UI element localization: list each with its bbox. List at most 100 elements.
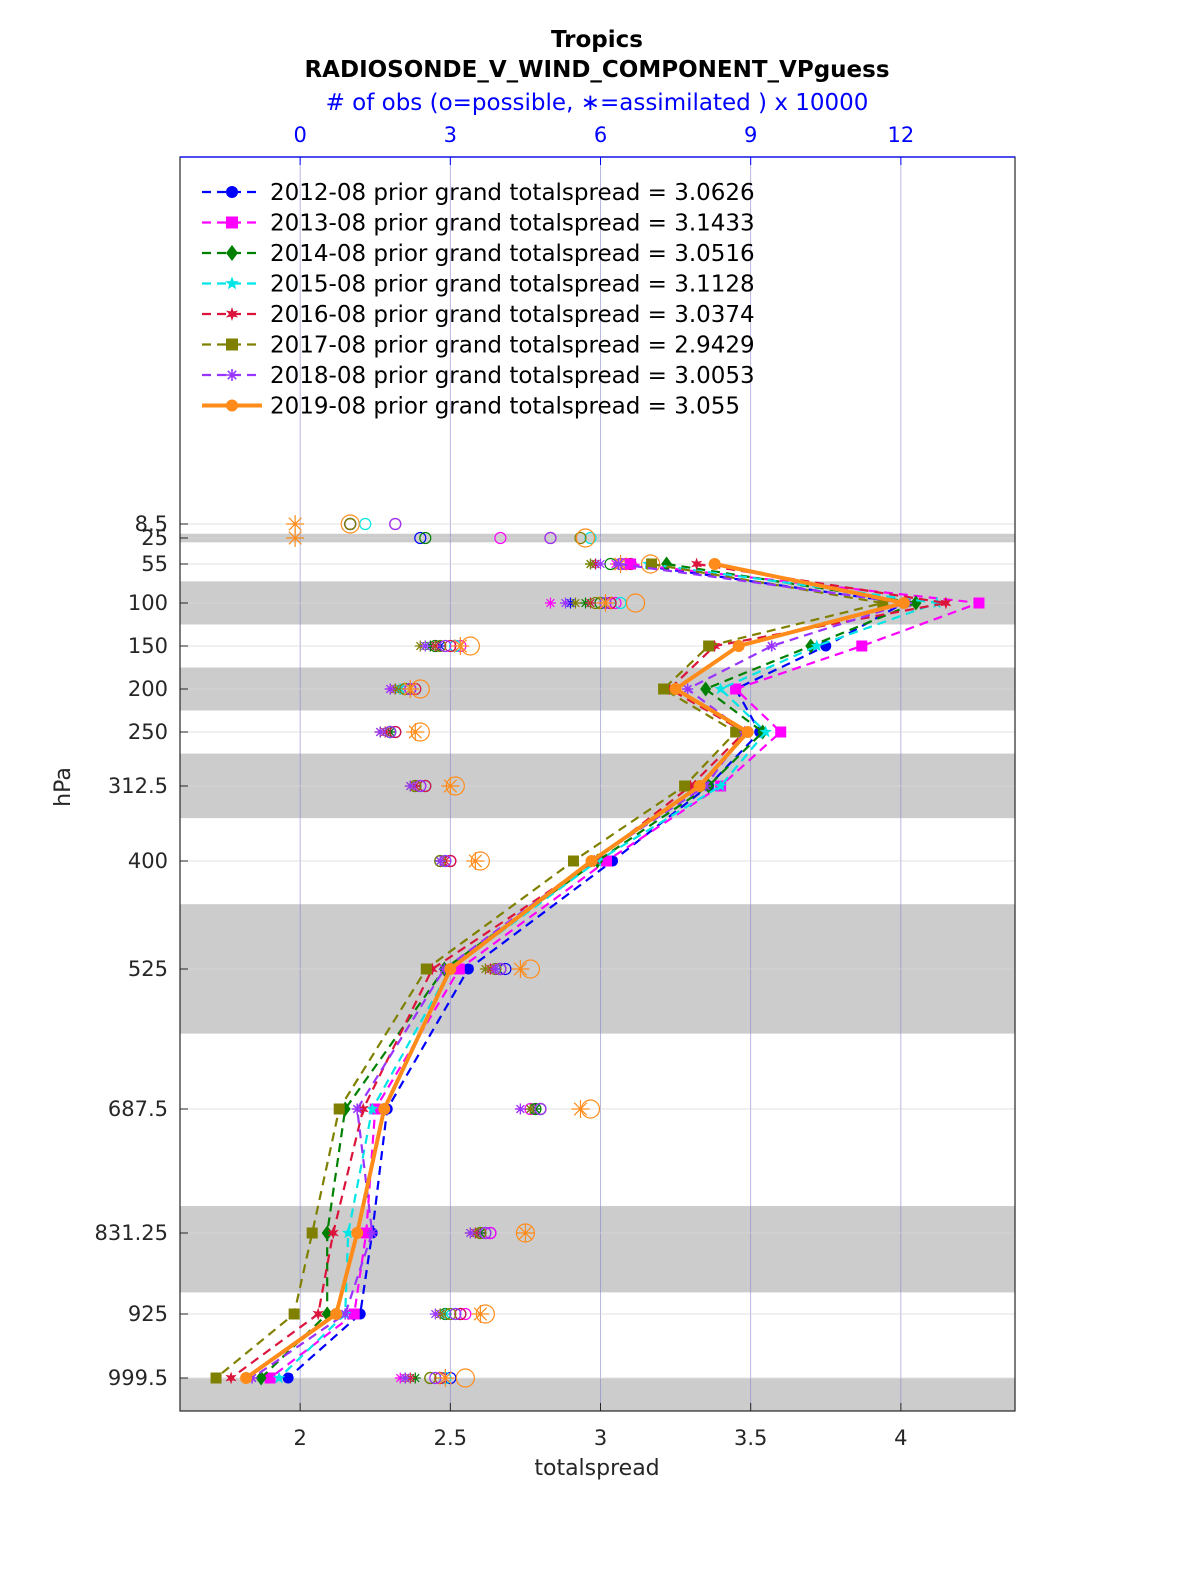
legend-label: 2019-08 prior grand totalspread = 3.055: [270, 394, 740, 420]
legend-label: 2016-08 prior grand totalspread = 3.0374: [270, 302, 755, 328]
series-line: [269, 562, 980, 1379]
obs-assimilated-marker: [286, 529, 305, 547]
data-point: [766, 640, 778, 652]
obs-possible-marker: [340, 514, 360, 534]
data-point: [703, 640, 715, 652]
data-point: [360, 1227, 372, 1239]
y-tick-label: 8.5: [135, 512, 168, 536]
obs-possible-marker: [640, 554, 661, 574]
data-point: [339, 1308, 351, 1320]
obs-possible-marker: [424, 1371, 437, 1385]
data-point: [567, 855, 579, 867]
data-point: [366, 1227, 378, 1239]
shaded-bands: [180, 533, 1015, 1411]
x-tick-label: 2.5: [434, 1426, 467, 1450]
legend-marker: [226, 245, 238, 261]
obs-assimilated-marker: [401, 680, 420, 698]
data-point: [306, 1227, 318, 1239]
data-point: [462, 963, 474, 975]
data-point: [585, 855, 598, 867]
data-point: [685, 779, 697, 793]
data-point: [732, 640, 745, 652]
top-axis-ticks: 0 3 6 9 12: [293, 123, 914, 165]
shaded-band: [180, 1206, 1015, 1293]
data-point: [333, 1103, 345, 1115]
top-tick-label: 12: [887, 123, 914, 147]
obs-assimilated-marker: [466, 852, 485, 870]
data-point: [255, 1370, 267, 1386]
series-line: [260, 562, 920, 1379]
obs-assimilated-marker: [584, 558, 596, 570]
data-point: [210, 1372, 222, 1384]
data-point: [426, 962, 438, 976]
data-point: [775, 726, 787, 738]
obs-assimilated-marker: [374, 726, 386, 738]
data-point: [601, 855, 613, 867]
y-axis-label: hPa: [51, 767, 76, 807]
obs-assimilated-marker: [489, 963, 501, 975]
data-point: [288, 1308, 300, 1320]
legend-label: 2014-08 prior grand totalspread = 3.0516: [270, 241, 755, 267]
obs-assimilated-marker: [479, 963, 491, 975]
data-point: [714, 779, 727, 792]
data-point: [658, 683, 670, 695]
obs-possible-marker: [479, 1226, 492, 1240]
top-tick-label: 0: [293, 123, 306, 147]
data-point: [669, 683, 682, 695]
top-tick-label: 3: [444, 123, 457, 147]
legend-label: 2015-08 prior grand totalspread = 3.1128: [270, 272, 755, 298]
data-point: [225, 1371, 237, 1385]
data-point: [730, 683, 742, 695]
obs-possible-marker: [494, 531, 507, 545]
obs-assimilated-marker: [516, 1224, 535, 1242]
data-point: [897, 597, 910, 609]
y-tick-label: 400: [128, 849, 168, 873]
obs-assimilated-marker: [286, 515, 305, 533]
data-point: [877, 597, 889, 609]
data-point: [810, 639, 823, 652]
obs-assimilated-marker: [511, 960, 530, 978]
obs-possible-marker: [449, 1307, 462, 1321]
data-point: [453, 963, 465, 975]
x-tick-label: 3: [594, 1426, 607, 1450]
series-line: [244, 562, 905, 1380]
x-tick-label: 3.5: [734, 1426, 767, 1450]
top-axis-label: # of obs (o=possible, ∗=assimilated ) x …: [326, 90, 869, 116]
y-tick-label: 150: [128, 634, 168, 658]
y-tick-label: 25: [141, 526, 168, 550]
data-point: [357, 1102, 369, 1116]
data-point: [351, 1227, 364, 1239]
x-tick-label: 4: [894, 1426, 907, 1450]
data-point: [682, 683, 694, 695]
x-axis-label: totalspread: [534, 1456, 659, 1481]
y-tick-label: 312.5: [108, 774, 168, 798]
legend-label: 2018-08 prior grand totalspread = 3.0053: [270, 363, 755, 389]
data-point: [351, 1103, 363, 1115]
top-tick-label: 6: [594, 123, 607, 147]
data-point: [264, 1372, 276, 1384]
obs-possible-marker: [534, 1102, 547, 1116]
obs-assimilated-marker: [406, 723, 425, 741]
y-tick-label: 925: [128, 1302, 168, 1326]
x-axis-ticks: 2 2.5 3 3.5 4: [293, 1403, 908, 1450]
obs-possible-marker: [625, 593, 646, 613]
obs-possible-marker: [459, 1307, 472, 1321]
obs-possible-marker: [414, 531, 427, 545]
legend-label: 2013-08 prior grand totalspread = 3.1433: [270, 211, 755, 237]
data-point: [348, 1308, 360, 1320]
data-point: [691, 557, 703, 571]
obs-possible-marker: [419, 531, 432, 545]
data-point: [700, 681, 712, 697]
legend-label: 2017-08 prior grand totalspread = 2.9429: [270, 333, 755, 359]
y-tick-label: 55: [141, 552, 168, 576]
data-point: [973, 597, 985, 609]
legend-marker: [225, 276, 239, 290]
data-point: [366, 1102, 379, 1115]
legend-marker: [226, 369, 238, 381]
y-tick-label: 687.5: [108, 1097, 168, 1121]
obs-assimilated-marker: [419, 640, 431, 652]
data-point: [378, 1103, 391, 1115]
obs-assimilated-marker: [436, 1369, 455, 1387]
chart-subtitle: RADIOSONDE_V_WIND_COMPONENT_VPguess: [304, 57, 889, 83]
